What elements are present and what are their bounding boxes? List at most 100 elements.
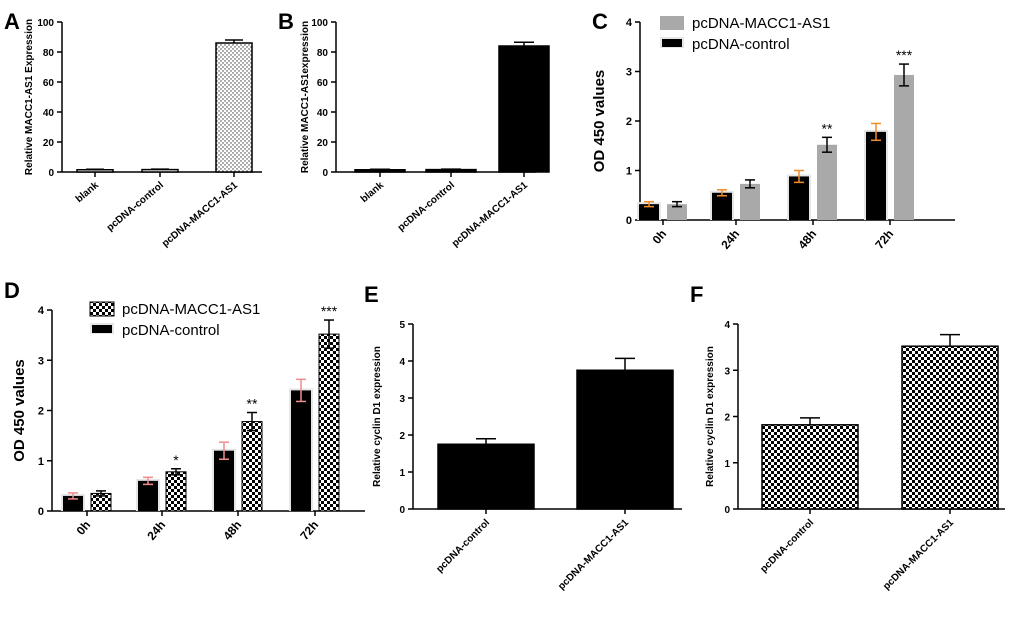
y-tick-label-c: 0 (626, 215, 632, 227)
y-axis-label-b: Relative MACC1-AS1expression (300, 21, 311, 173)
y-tick-label-e: 0 (399, 505, 405, 516)
bar-control-d (138, 480, 158, 511)
panel-letter-d: D (4, 278, 20, 303)
y-tick-label-f: 2 (724, 413, 730, 424)
x-tick-label-f: pcDNA-control (758, 517, 816, 575)
y-axis-label-e: Relative cyclin D1 expression (372, 346, 383, 487)
bar-control-c (789, 176, 809, 220)
significance-label-d: *** (321, 303, 338, 319)
y-tick-label-d: 0 (38, 506, 44, 518)
x-tick-label-a: pcDNA-MACC1-AS1 (160, 180, 240, 250)
bar-a (141, 168, 179, 173)
bar-maccas1-c (667, 204, 687, 220)
y-tick-label-c: 1 (626, 166, 632, 178)
y-axis-label-d: OD 450 values (11, 359, 28, 462)
bar-control-c (712, 192, 732, 220)
bar-e (437, 443, 535, 510)
legend-label-maccas1-d: pcDNA-MACC1-AS1 (122, 301, 260, 318)
y-tick-label-e: 5 (399, 320, 405, 331)
bar-control-d (214, 450, 234, 511)
legend-swatch-maccas1-d (89, 301, 115, 317)
y-tick-label-f: 3 (724, 366, 730, 377)
panel-letter-f: F (690, 282, 703, 307)
bar-maccas1-c (894, 74, 914, 220)
x-tick-label-f: pcDNA-MACC1-AS1 (881, 517, 956, 592)
bar-a (76, 169, 114, 173)
y-tick-label-b: 0 (322, 168, 328, 179)
y-tick-label-f: 4 (724, 320, 730, 331)
y-tick-label-b: 100 (311, 18, 328, 29)
y-tick-label-b: 40 (317, 108, 329, 119)
x-tick-label-a: pcDNA-control (105, 180, 166, 234)
bar-control-c (639, 204, 659, 220)
bar-a (215, 42, 253, 173)
legend-swatch-control-d (92, 325, 112, 333)
y-tick-label-a: 100 (37, 18, 54, 29)
chart-panel-e: 0 1 2 3 4 5 Relative cyclin D1 expression pcDNA… (372, 320, 682, 592)
bar-f (901, 345, 999, 510)
panel-letter-b: B (278, 9, 294, 34)
significance-label-c: *** (896, 47, 913, 63)
y-tick-label-e: 2 (399, 431, 405, 442)
y-tick-label-a: 20 (43, 138, 55, 149)
legend-swatch-control-c (662, 39, 682, 47)
x-tick-label-c: 72h (872, 227, 896, 252)
x-tick-label-d: 24h (144, 518, 168, 543)
y-tick-label-e: 3 (399, 394, 405, 405)
y-tick-label-b: 20 (317, 138, 329, 149)
chart-panel-f: 0 1 2 3 4 Relative cyclin D1 expression pcDNA-… (705, 320, 1005, 592)
y-tick-label-f: 1 (724, 459, 730, 470)
panel-letter-c: C (592, 9, 608, 34)
y-axis-label-f: Relative cyclin D1 expression (705, 346, 716, 487)
y-tick-label-c: 4 (626, 17, 633, 29)
y-tick-label-c: 3 (626, 67, 632, 79)
bar-f (761, 424, 859, 510)
y-tick-label-c: 2 (626, 116, 632, 128)
y-tick-label-d: 1 (38, 456, 44, 468)
x-tick-label-b: blank (359, 180, 386, 205)
x-tick-label-e: pcDNA-MACC1-AS1 (556, 517, 631, 592)
x-tick-label-b: pcDNA-MACC1-AS1 (450, 180, 530, 250)
bar-control-c (866, 131, 886, 220)
y-tick-label-d: 4 (38, 305, 45, 317)
x-tick-label-d: 72h (297, 518, 321, 543)
bar-b (425, 168, 477, 173)
y-tick-label-b: 60 (317, 78, 329, 89)
y-tick-label-a: 40 (43, 108, 55, 119)
bar-b (498, 45, 550, 173)
x-tick-label-a: blank (74, 180, 101, 205)
y-axis-label-c: OD 450 values (591, 70, 608, 173)
bar-maccas1-c (817, 144, 837, 220)
y-tick-label-e: 4 (399, 357, 405, 368)
y-tick-label-d: 3 (38, 355, 44, 367)
legend-swatch-maccas1-c (660, 16, 684, 30)
x-tick-label-c: 24h (718, 227, 742, 252)
bar-maccas1-d (318, 333, 340, 512)
bar-maccas1-c (740, 183, 760, 220)
bar-control-d (63, 495, 83, 511)
x-tick-label-e: pcDNA-control (434, 517, 492, 575)
chart-panel-c: 0 1 2 3 4 OD 450 values 0h 24h ** 48h *** 72h pcDNA-… (591, 15, 955, 252)
legend-label-control-d: pcDNA-control (122, 322, 220, 339)
bar-maccas1-d (241, 421, 263, 512)
bar-b (354, 169, 406, 173)
bar-control-d (291, 390, 311, 511)
bar-maccas1-d (165, 471, 187, 512)
x-tick-label-b: pcDNA-control (396, 180, 457, 234)
y-tick-label-e: 1 (399, 468, 405, 479)
panel-letter-a: A (4, 9, 20, 34)
y-tick-label-a: 60 (43, 78, 55, 89)
significance-label-c: ** (822, 120, 833, 136)
bar-e (576, 369, 674, 510)
x-tick-label-c: 0h (650, 227, 670, 247)
y-axis-label-a: Relative MACC1-AS1 Expression (24, 19, 35, 175)
y-tick-label-a: 80 (43, 48, 55, 59)
significance-label-d: * (173, 452, 179, 468)
chart-panel-d: 0 1 2 3 4 OD 450 values 0h * 24h ** 48h *** 72h pcDNA… (11, 301, 365, 543)
x-tick-label-c: 48h (795, 227, 819, 252)
y-tick-label-d: 2 (38, 406, 44, 418)
panel-letter-e: E (364, 282, 379, 307)
